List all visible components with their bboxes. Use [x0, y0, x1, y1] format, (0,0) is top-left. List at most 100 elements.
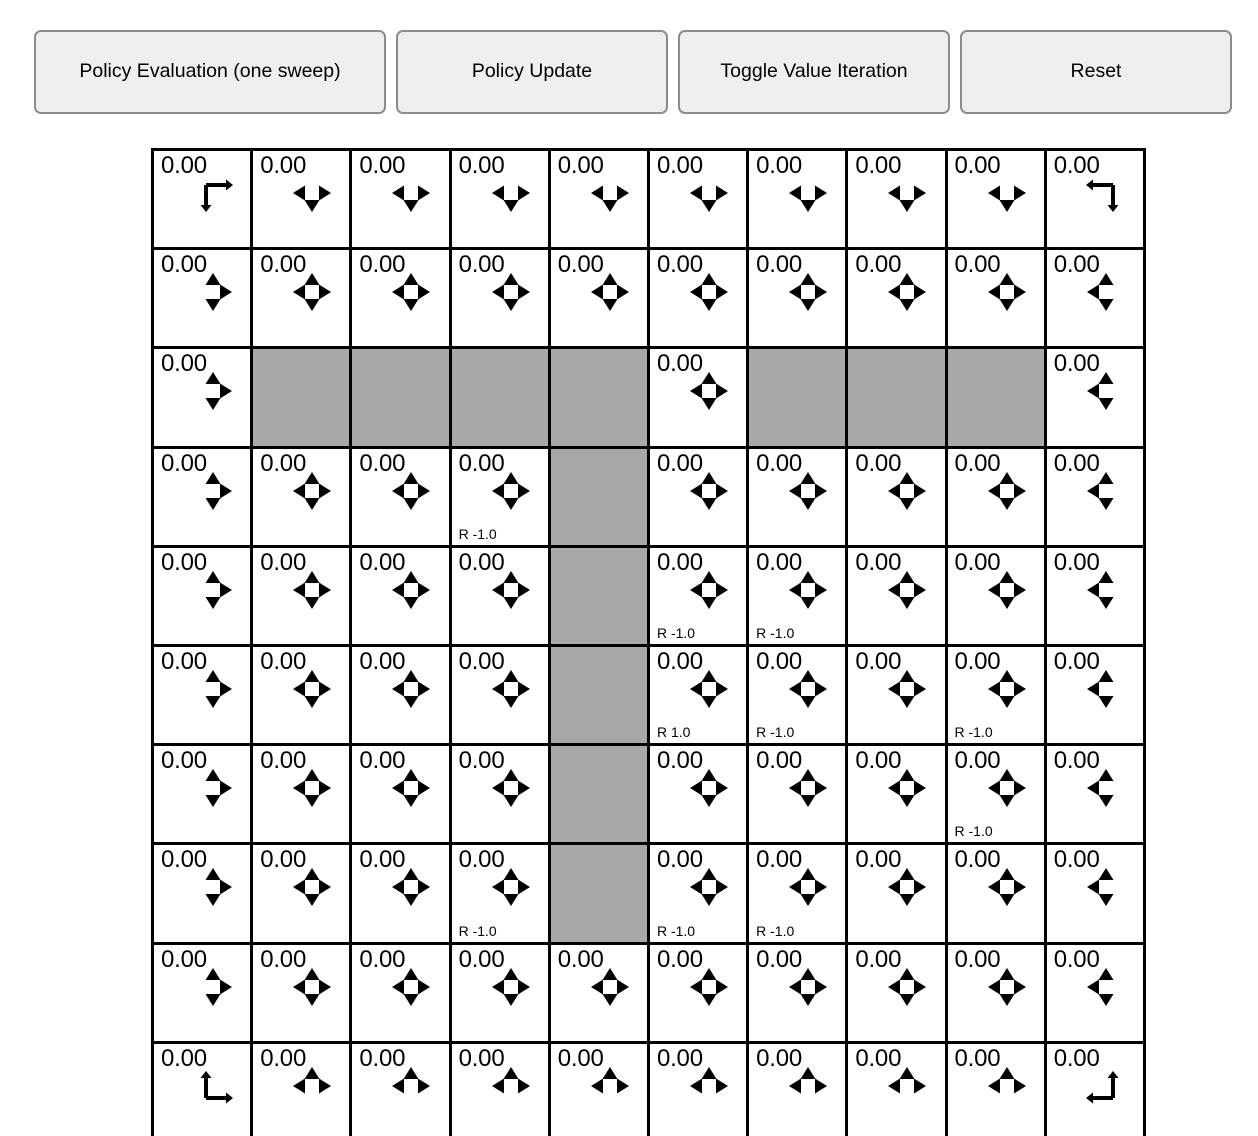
grid-cell[interactable]: 0.00 R -1.0	[947, 746, 1044, 843]
grid-cell[interactable]: 0.00 R -1.0	[649, 547, 747, 644]
toggle-value-iteration-button[interactable]: Toggle Value Iteration	[678, 30, 950, 114]
policy-arrows-icon	[290, 1064, 334, 1108]
grid-cell[interactable]: 0.00	[154, 349, 251, 446]
grid-cell[interactable]: 0.00	[848, 646, 945, 744]
grid-cell[interactable]: 0.00	[749, 151, 846, 248]
grid-cell[interactable]: 0.00	[550, 250, 647, 347]
grid-cell[interactable]: 0.00	[352, 1043, 449, 1136]
policy-evaluation-button[interactable]: Policy Evaluation (one sweep)	[34, 30, 386, 114]
policy-arrows-icon	[389, 171, 433, 215]
cell-value: 0.00	[954, 1044, 1001, 1072]
grid-cell[interactable]: 0.00	[649, 250, 747, 347]
grid-cell[interactable]: 0.00	[749, 746, 846, 843]
grid-cell[interactable]: 0.00	[451, 1043, 548, 1136]
grid-cell[interactable]: 0.00	[947, 151, 1044, 248]
grid-cell[interactable]: 0.00	[848, 547, 945, 644]
grid-cell[interactable]: 0.00	[253, 646, 350, 744]
grid-cell[interactable]: 0.00	[947, 1043, 1044, 1136]
grid-cell[interactable]: 0.00	[749, 250, 846, 347]
grid-cell[interactable]: 0.00	[253, 845, 350, 942]
grid-cell[interactable]: 0.00	[253, 448, 350, 545]
grid-cell[interactable]: 0.00	[947, 448, 1044, 545]
grid-cell[interactable]: 0.00	[352, 646, 449, 744]
grid-cell[interactable]: 0.00	[1046, 547, 1143, 644]
grid-cell[interactable]: 0.00	[154, 448, 251, 545]
grid-cell[interactable]: 0.00	[154, 845, 251, 942]
grid-cell[interactable]: 0.00	[1046, 845, 1143, 942]
grid-cell[interactable]: 0.00	[451, 944, 548, 1041]
grid-cell[interactable]: 0.00	[649, 448, 747, 545]
grid-cell[interactable]: 0.00	[848, 845, 945, 942]
grid-cell[interactable]: 0.00 R 1.0	[649, 646, 747, 744]
grid-cell[interactable]: 0.00	[352, 547, 449, 644]
grid-cell[interactable]: 0.00	[550, 1043, 647, 1136]
grid-cell[interactable]: 0.00	[649, 746, 747, 843]
grid-cell[interactable]: 0.00	[451, 547, 548, 644]
grid-cell[interactable]: 0.00	[749, 1043, 846, 1136]
grid-cell[interactable]: 0.00	[451, 151, 548, 248]
grid-cell[interactable]: 0.00	[352, 151, 449, 248]
grid-cell[interactable]: 0.00 R -1.0	[749, 646, 846, 744]
grid-cell[interactable]: 0.00	[1046, 250, 1143, 347]
grid-cell[interactable]: 0.00 R -1.0	[649, 845, 747, 942]
grid-cell[interactable]: 0.00	[352, 448, 449, 545]
cell-value: 0.00	[954, 647, 1001, 675]
grid-cell[interactable]: 0.00	[154, 646, 251, 744]
grid-cell[interactable]: 0.00	[253, 1043, 350, 1136]
grid-cell[interactable]: 0.00	[451, 746, 548, 843]
grid-cell[interactable]: 0.00	[1046, 151, 1143, 248]
grid-cell[interactable]: 0.00	[848, 1043, 945, 1136]
grid-cell[interactable]: 0.00 R -1.0	[451, 448, 548, 545]
grid-cell[interactable]: 0.00	[154, 151, 251, 248]
reset-button[interactable]: Reset	[960, 30, 1232, 114]
grid-cell[interactable]: 0.00	[1046, 646, 1143, 744]
policy-update-button[interactable]: Policy Update	[396, 30, 668, 114]
grid-cell[interactable]: 0.00	[154, 1043, 251, 1136]
grid-cell[interactable]: 0.00	[1046, 746, 1143, 843]
grid-cell[interactable]: 0.00	[550, 944, 647, 1041]
grid-cell[interactable]: 0.00	[253, 944, 350, 1041]
grid-cell[interactable]: 0.00	[1046, 1043, 1143, 1136]
grid-cell[interactable]: 0.00	[947, 547, 1044, 644]
cell-value: 0.00	[1053, 449, 1100, 477]
grid-cell[interactable]: 0.00	[352, 845, 449, 942]
grid-cell[interactable]: 0.00	[947, 944, 1044, 1041]
grid-cell[interactable]: 0.00	[352, 944, 449, 1041]
grid-cell[interactable]: 0.00	[154, 547, 251, 644]
grid-cell[interactable]: 0.00 R -1.0	[947, 646, 1044, 744]
grid-cell[interactable]: 0.00	[451, 646, 548, 744]
grid-cell[interactable]: 0.00	[1046, 944, 1143, 1041]
grid-cell[interactable]: 0.00	[451, 250, 548, 347]
grid-cell[interactable]: 0.00	[848, 151, 945, 248]
grid-cell[interactable]: 0.00	[154, 944, 251, 1041]
grid-cell[interactable]: 0.00	[253, 250, 350, 347]
grid-cell[interactable]: 0.00	[947, 845, 1044, 942]
grid-cell[interactable]: 0.00	[154, 746, 251, 843]
grid-cell[interactable]: 0.00	[253, 151, 350, 248]
grid-cell[interactable]: 0.00 R -1.0	[451, 845, 548, 942]
grid-cell[interactable]: 0.00	[947, 250, 1044, 347]
grid-cell[interactable]: 0.00	[154, 250, 251, 347]
grid-cell[interactable]: 0.00	[848, 944, 945, 1041]
grid-cell[interactable]: 0.00	[1046, 349, 1143, 446]
grid-cell[interactable]: 0.00	[253, 746, 350, 843]
grid-cell[interactable]: 0.00	[550, 151, 647, 248]
grid-cell[interactable]: 0.00	[649, 151, 747, 248]
cell-value: 0.00	[260, 747, 307, 775]
grid-cell[interactable]: 0.00	[352, 746, 449, 843]
grid-cell[interactable]: 0.00	[352, 250, 449, 347]
grid-cell[interactable]: 0.00	[1046, 448, 1143, 545]
grid-cell[interactable]: 0.00	[848, 746, 945, 843]
cell-value: 0.00	[954, 152, 1001, 179]
grid-cell[interactable]: 0.00	[848, 250, 945, 347]
policy-arrows-icon	[1084, 568, 1128, 612]
grid-cell[interactable]: 0.00	[649, 349, 747, 446]
grid-cell[interactable]: 0.00	[253, 547, 350, 644]
grid-cell[interactable]: 0.00 R -1.0	[749, 845, 846, 942]
grid-cell[interactable]: 0.00	[649, 944, 747, 1041]
grid-cell[interactable]: 0.00	[848, 448, 945, 545]
grid-cell[interactable]: 0.00 R -1.0	[749, 547, 846, 644]
grid-cell[interactable]: 0.00	[649, 1043, 747, 1136]
grid-cell[interactable]: 0.00	[749, 944, 846, 1041]
grid-cell[interactable]: 0.00	[749, 448, 846, 545]
